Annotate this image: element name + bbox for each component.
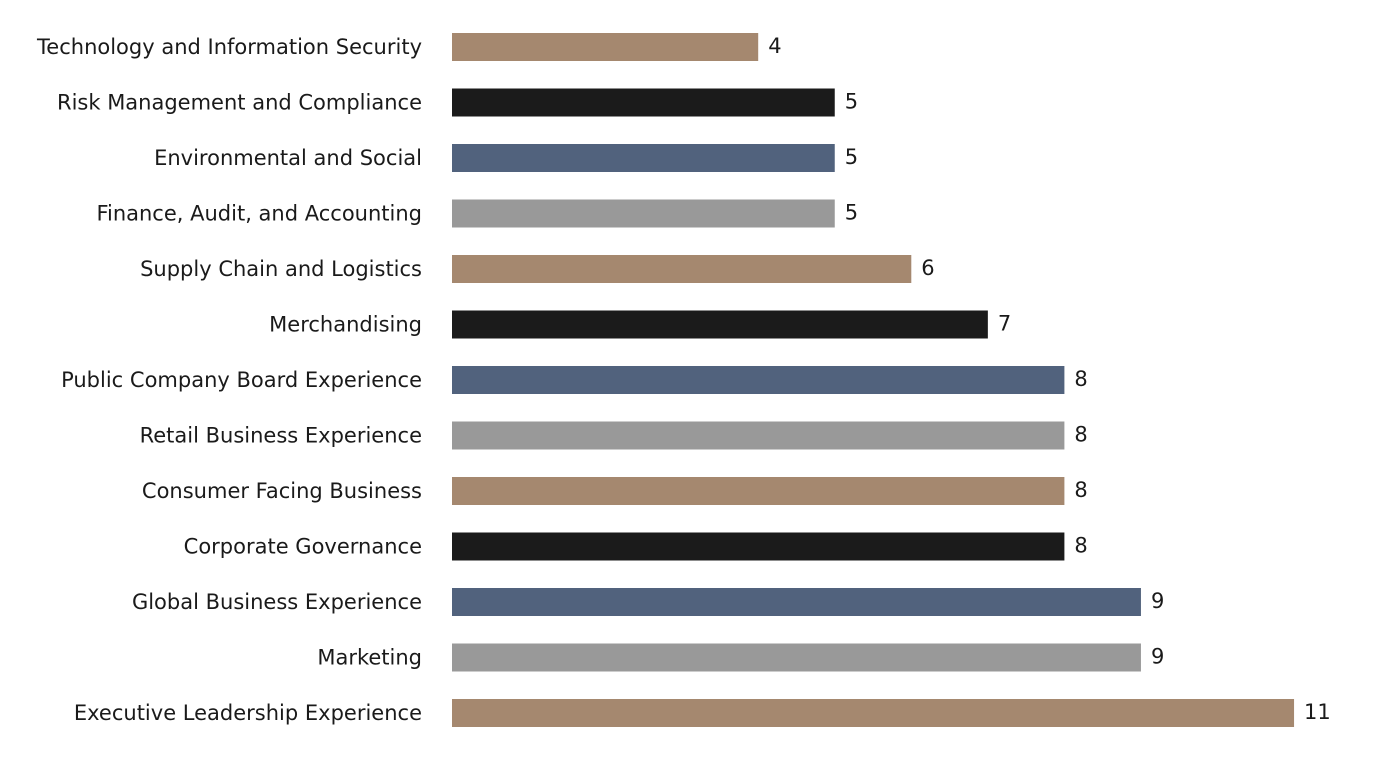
bar-value-label: 8	[1074, 478, 1087, 502]
category-label: Environmental and Social	[154, 146, 422, 170]
bar-value-label: 8	[1074, 367, 1087, 391]
bar-value-label: 5	[845, 201, 858, 225]
bar-value-label: 11	[1304, 700, 1331, 724]
bar-value-label: 9	[1151, 645, 1164, 669]
bar	[452, 88, 835, 117]
value-labels: 4 5 5 5 6 7 8 8 8 8 9 9 11	[768, 34, 1331, 724]
bar-value-label: 8	[1074, 534, 1087, 558]
bar-value-label: 5	[845, 90, 858, 114]
bar	[452, 33, 759, 61]
bar-value-label: 4	[768, 34, 781, 58]
bar-value-label: 7	[998, 312, 1011, 336]
category-label: Risk Management and Compliance	[57, 91, 422, 115]
category-label: Merchandising	[269, 313, 422, 337]
bar	[452, 421, 1065, 450]
category-label: Marketing	[317, 646, 422, 670]
bar	[452, 144, 835, 172]
bar	[452, 310, 988, 339]
category-label: Consumer Facing Business	[142, 479, 422, 503]
category-label: Supply Chain and Logistics	[140, 257, 422, 281]
bar-value-label: 9	[1151, 589, 1164, 613]
category-label: Global Business Experience	[132, 590, 422, 614]
bar	[452, 255, 912, 283]
bar	[452, 588, 1141, 616]
category-label: Corporate Governance	[184, 535, 422, 559]
category-label: Public Company Board Experience	[61, 368, 422, 392]
bar	[452, 199, 835, 228]
category-label: Executive Leadership Experience	[74, 701, 422, 725]
bar	[452, 477, 1065, 505]
bars	[452, 33, 1295, 727]
bar-value-label: 5	[845, 145, 858, 169]
bar	[452, 643, 1141, 672]
category-label: Technology and Information Security	[36, 35, 422, 59]
category-label: Retail Business Experience	[140, 424, 422, 448]
bar	[452, 532, 1065, 561]
bar	[452, 699, 1295, 727]
bar-value-label: 6	[921, 256, 934, 280]
category-labels: Technology and Information Security Risk …	[36, 35, 422, 725]
category-label: Finance, Audit, and Accounting	[96, 202, 422, 226]
bar-value-label: 8	[1074, 423, 1087, 447]
bar	[452, 366, 1065, 394]
